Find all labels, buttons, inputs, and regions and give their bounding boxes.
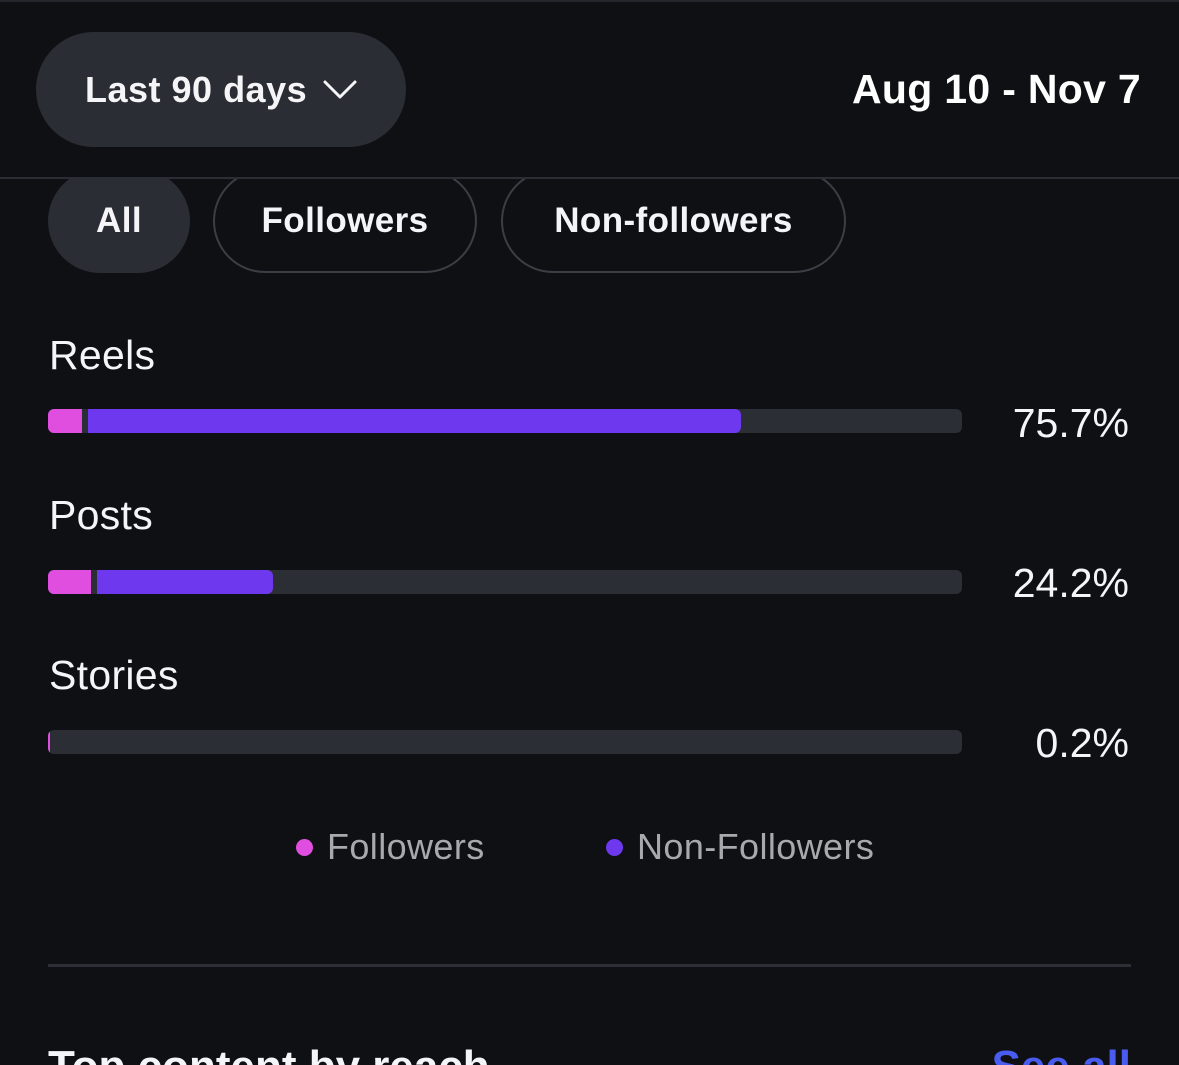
date-range-text: Aug 10 - Nov 7 (852, 66, 1141, 112)
followers-dot-icon (296, 838, 313, 856)
legend-label: Followers (327, 826, 485, 867)
see-all-link-text: See all (992, 1044, 1131, 1065)
date-range-dropdown-label: Last 90 days (85, 68, 308, 110)
filter-chip-non-followers[interactable]: Non-followers (501, 179, 846, 273)
filter-chip-label: Followers (261, 201, 429, 240)
breakdown-label: Stories (49, 652, 179, 698)
breakdown-label: Posts (49, 492, 154, 538)
header-divider (0, 177, 1179, 179)
see-all-link[interactable]: See all (992, 1044, 1131, 1065)
chevron-down-icon (323, 80, 357, 100)
non-followers-dot-icon (606, 838, 623, 856)
filter-chip-all[interactable]: All (48, 179, 190, 273)
legend-item-non-followers: Non-Followers (606, 826, 874, 868)
legend-label: Non-Followers (637, 826, 875, 867)
next-section-title-text: Top content by reach (48, 1044, 490, 1065)
breakdown-percent: 75.7% (1012, 400, 1129, 446)
breakdown-row-posts: Posts 24.2% (48, 492, 1138, 612)
top-border (0, 0, 1179, 2)
breakdown-bar-track (48, 409, 962, 433)
followers-bar-segment (48, 730, 50, 754)
filter-chip-label: All (96, 201, 142, 240)
followers-bar-segment (48, 409, 82, 433)
breakdown-percent: 24.2% (1012, 560, 1129, 606)
chart-legend: Followers Non-Followers (0, 826, 1179, 876)
breakdown-percent: 0.2% (1035, 720, 1129, 766)
breakdown-row-reels: Reels 75.7% (48, 332, 1138, 452)
next-section-title: Top content by reach (48, 1044, 490, 1065)
filter-chip-label: Non-followers (554, 201, 793, 240)
non-followers-bar-segment (97, 570, 273, 594)
section-divider (48, 964, 1131, 967)
non-followers-bar-segment (88, 409, 741, 433)
legend-item-followers: Followers (296, 826, 485, 868)
breakdown-bar-track (48, 730, 962, 754)
date-range-header: Last 90 days Aug 10 - Nov 7 (0, 0, 1179, 179)
date-range-dropdown[interactable]: Last 90 days (36, 32, 406, 147)
audience-filter-chips: All Followers Non-followers (0, 179, 1179, 279)
filter-chip-followers[interactable]: Followers (213, 179, 477, 273)
breakdown-bar-track (48, 570, 962, 594)
breakdown-row-stories: Stories 0.2% (48, 652, 1138, 772)
followers-bar-segment (48, 570, 91, 594)
breakdown-label: Reels (49, 332, 156, 378)
